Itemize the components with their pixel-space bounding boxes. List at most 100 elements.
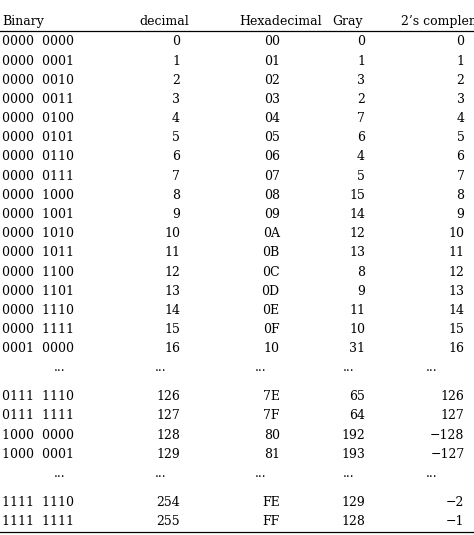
Text: 0000  0111: 0000 0111 — [2, 170, 74, 182]
Text: 81: 81 — [264, 448, 280, 461]
Text: 254: 254 — [156, 496, 180, 509]
Text: Gray: Gray — [332, 15, 363, 28]
Text: 14: 14 — [448, 304, 465, 317]
Text: 127: 127 — [441, 409, 465, 423]
Text: 1111  1110: 1111 1110 — [2, 496, 74, 509]
Text: 0000  1001: 0000 1001 — [2, 208, 74, 221]
Text: 10: 10 — [164, 227, 180, 240]
Text: 7E: 7E — [263, 390, 280, 403]
Text: 11: 11 — [349, 304, 365, 317]
Text: 4: 4 — [456, 112, 465, 125]
Text: 255: 255 — [156, 515, 180, 528]
Text: −1: −1 — [446, 515, 465, 528]
Text: 129: 129 — [156, 448, 180, 461]
Text: 0000  1101: 0000 1101 — [2, 285, 74, 298]
Text: 1: 1 — [357, 55, 365, 67]
Text: ...: ... — [426, 467, 437, 480]
Text: 12: 12 — [164, 265, 180, 279]
Text: 09: 09 — [264, 208, 280, 221]
Text: 01: 01 — [264, 55, 280, 67]
Text: 0: 0 — [357, 35, 365, 48]
Text: 0000  0100: 0000 0100 — [2, 112, 74, 125]
Text: 08: 08 — [264, 189, 280, 202]
Text: 04: 04 — [264, 112, 280, 125]
Text: 13: 13 — [349, 247, 365, 259]
Text: 02: 02 — [264, 74, 280, 87]
Text: 1: 1 — [456, 55, 465, 67]
Text: 3: 3 — [456, 93, 465, 106]
Text: 2’s complement: 2’s complement — [401, 15, 474, 28]
Text: 16: 16 — [164, 342, 180, 355]
Text: 10: 10 — [448, 227, 465, 240]
Text: 2: 2 — [172, 74, 180, 87]
Text: 8: 8 — [357, 265, 365, 279]
Text: Binary: Binary — [2, 15, 44, 28]
Text: 0A: 0A — [263, 227, 280, 240]
Text: 0000  1110: 0000 1110 — [2, 304, 74, 317]
Text: ...: ... — [54, 467, 65, 480]
Text: 14: 14 — [349, 208, 365, 221]
Text: 192: 192 — [341, 429, 365, 441]
Text: 193: 193 — [341, 448, 365, 461]
Text: 15: 15 — [164, 323, 180, 336]
Text: ...: ... — [426, 362, 437, 374]
Text: 0000  1010: 0000 1010 — [2, 227, 74, 240]
Text: 16: 16 — [448, 342, 465, 355]
Text: ...: ... — [255, 467, 266, 480]
Text: ...: ... — [255, 362, 266, 374]
Text: 0: 0 — [172, 35, 180, 48]
Text: 0000  0000: 0000 0000 — [2, 35, 74, 48]
Text: 0000  0110: 0000 0110 — [2, 150, 74, 164]
Text: 0000  0011: 0000 0011 — [2, 93, 74, 106]
Text: 2: 2 — [456, 74, 465, 87]
Text: 0000  1011: 0000 1011 — [2, 247, 74, 259]
Text: −128: −128 — [430, 429, 465, 441]
Text: 64: 64 — [349, 409, 365, 423]
Text: Hexadecimal: Hexadecimal — [239, 15, 322, 28]
Text: 06: 06 — [264, 150, 280, 164]
Text: 7F: 7F — [263, 409, 280, 423]
Text: 00: 00 — [264, 35, 280, 48]
Text: 15: 15 — [349, 189, 365, 202]
Text: 11: 11 — [448, 247, 465, 259]
Text: 05: 05 — [264, 131, 280, 144]
Text: 0000  1000: 0000 1000 — [2, 189, 74, 202]
Text: 8: 8 — [172, 189, 180, 202]
Text: 1: 1 — [172, 55, 180, 67]
Text: 126: 126 — [156, 390, 180, 403]
Text: 5: 5 — [357, 170, 365, 182]
Text: −2: −2 — [446, 496, 465, 509]
Text: 5: 5 — [456, 131, 465, 144]
Text: 128: 128 — [341, 515, 365, 528]
Text: 3: 3 — [357, 74, 365, 87]
Text: 31: 31 — [349, 342, 365, 355]
Text: 14: 14 — [164, 304, 180, 317]
Text: ...: ... — [155, 467, 167, 480]
Text: ...: ... — [343, 362, 354, 374]
Text: 6: 6 — [456, 150, 465, 164]
Text: 0F: 0F — [263, 323, 280, 336]
Text: 129: 129 — [341, 496, 365, 509]
Text: 127: 127 — [156, 409, 180, 423]
Text: 2: 2 — [357, 93, 365, 106]
Text: −127: −127 — [430, 448, 465, 461]
Text: 0000  0001: 0000 0001 — [2, 55, 74, 67]
Text: 0001  0000: 0001 0000 — [2, 342, 74, 355]
Text: 126: 126 — [441, 390, 465, 403]
Text: 11: 11 — [164, 247, 180, 259]
Text: 0C: 0C — [262, 265, 280, 279]
Text: 9: 9 — [456, 208, 465, 221]
Text: 7: 7 — [456, 170, 465, 182]
Text: decimal: decimal — [140, 15, 190, 28]
Text: 15: 15 — [449, 323, 465, 336]
Text: 128: 128 — [156, 429, 180, 441]
Text: ...: ... — [54, 362, 65, 374]
Text: 07: 07 — [264, 170, 280, 182]
Text: 4: 4 — [357, 150, 365, 164]
Text: ...: ... — [155, 362, 167, 374]
Text: 10: 10 — [349, 323, 365, 336]
Text: 1111  1111: 1111 1111 — [2, 515, 74, 528]
Text: 3: 3 — [172, 93, 180, 106]
Text: ...: ... — [343, 467, 354, 480]
Text: 0000  0010: 0000 0010 — [2, 74, 74, 87]
